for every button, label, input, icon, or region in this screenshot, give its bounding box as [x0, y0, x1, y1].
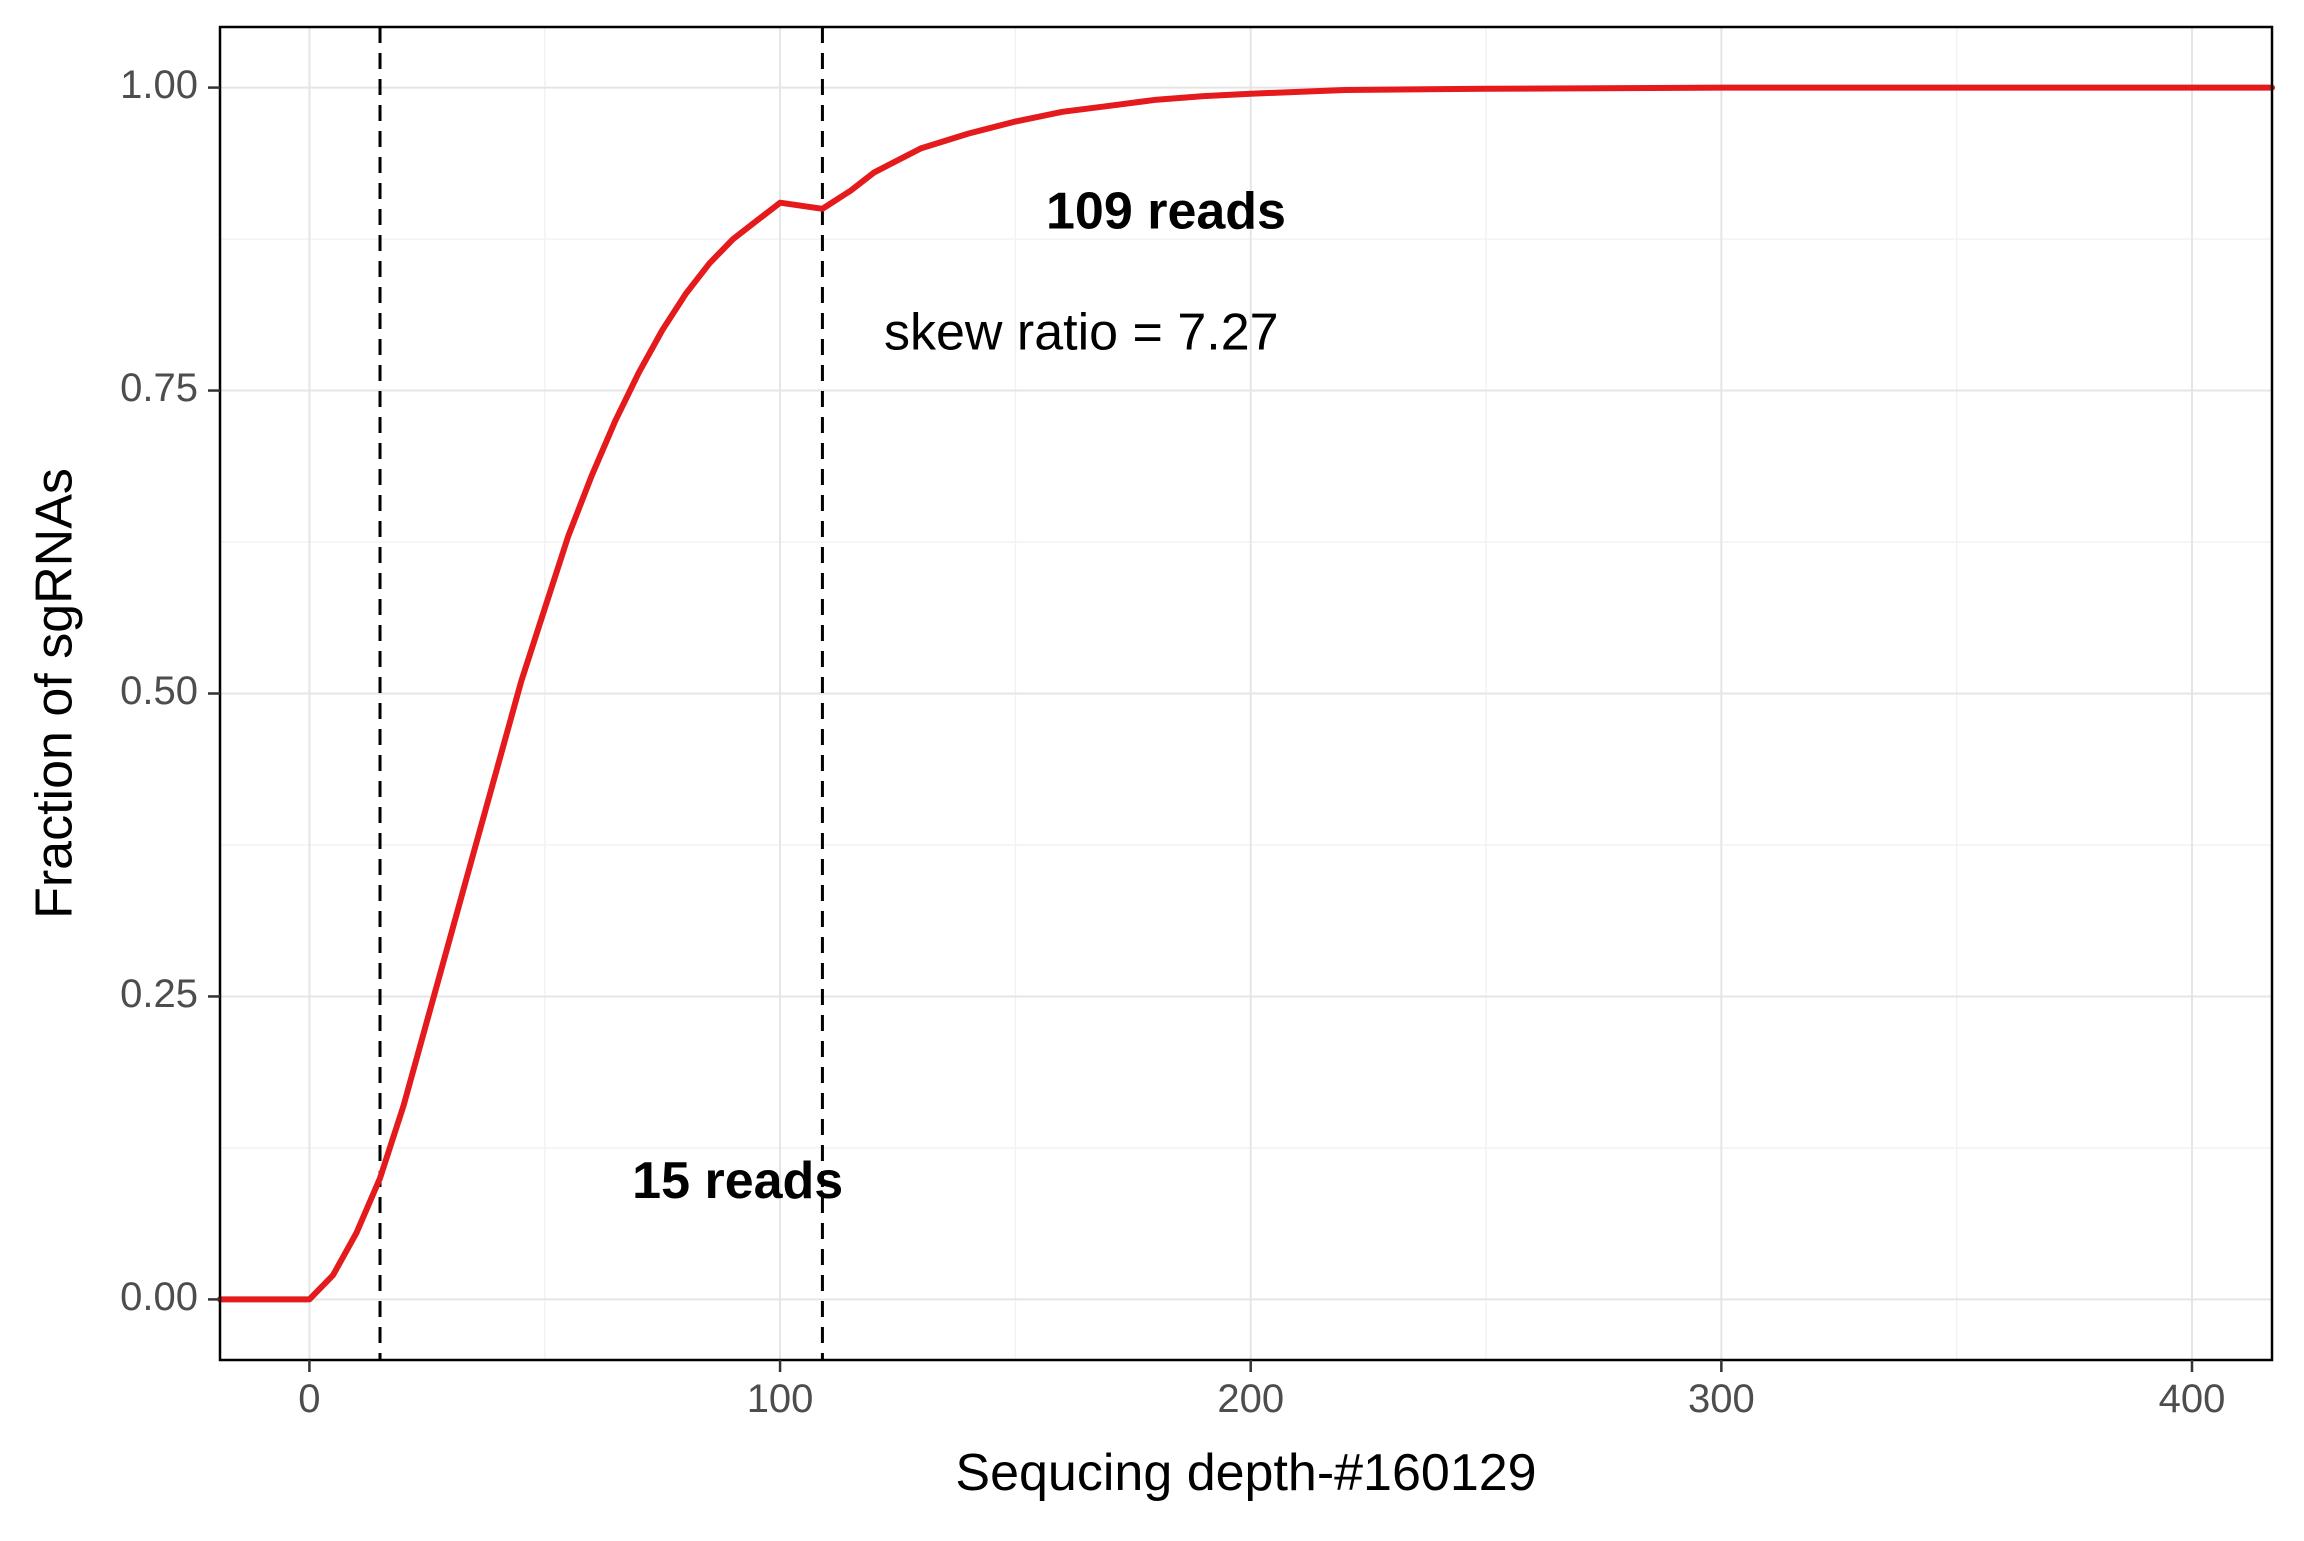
x-tick-label: 400 [2159, 1377, 2226, 1421]
x-axis: 0 100 200 300 400 [298, 1360, 2225, 1421]
cumulative-fraction-line [217, 84, 2275, 1303]
y-tick-label: 1.00 [120, 63, 198, 107]
annotation-label: 15 reads [632, 1152, 843, 1210]
x-tick-label: 200 [1217, 1377, 1284, 1421]
annotations: 109 reads skew ratio = 7.27 15 reads [632, 183, 1286, 1210]
x-tick-label: 300 [1688, 1377, 1755, 1421]
x-tick-label: 100 [747, 1377, 814, 1421]
reference-lines [378, 27, 824, 1360]
y-tick-label: 0.75 [120, 366, 198, 410]
x-axis-title: Sequcing depth-#160129 [955, 1444, 1536, 1502]
annotation-label: 109 reads [1046, 183, 1286, 241]
y-axis-title: Fraction of sgRNAs [26, 468, 84, 919]
x-tick-label: 0 [298, 1377, 320, 1421]
y-tick-label: 0.25 [120, 972, 198, 1016]
grid [220, 27, 2272, 1360]
series-layer [217, 84, 2275, 1303]
y-tick-label: 0.00 [120, 1275, 198, 1319]
y-tick-label: 0.50 [120, 669, 198, 713]
annotation-label: skew ratio = 7.27 [884, 304, 1279, 362]
y-axis: 0.00 0.25 0.50 0.75 1.00 [120, 63, 220, 1319]
